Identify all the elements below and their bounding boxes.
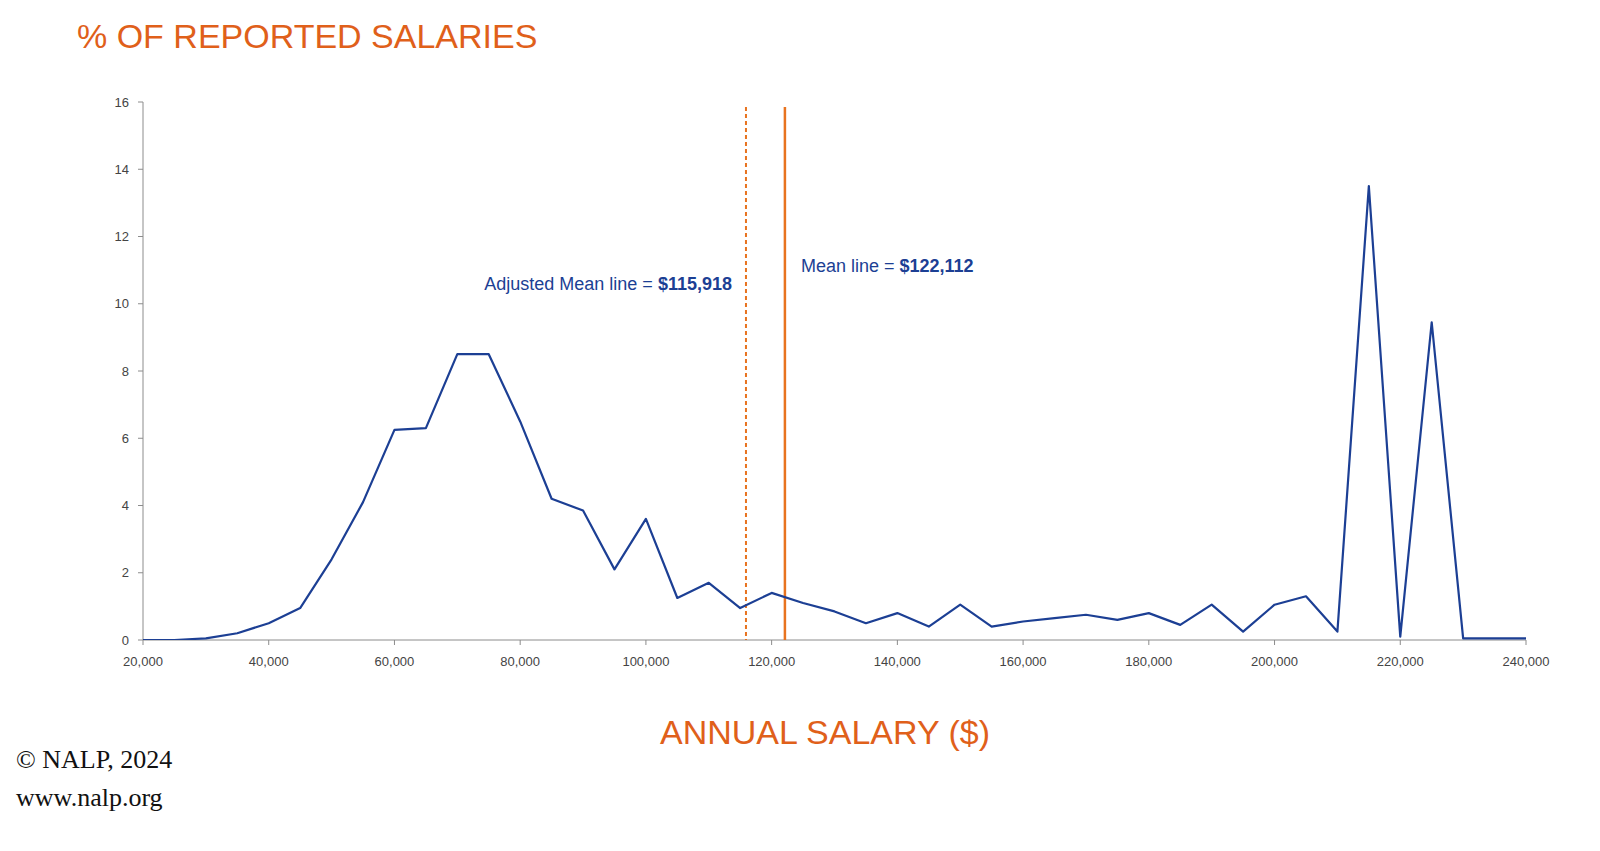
x-tick <box>645 640 646 645</box>
y-tick <box>138 236 143 237</box>
reference-line-value: $122,112 <box>899 256 973 276</box>
footer-text: © NALP, 2024 <box>16 745 172 774</box>
y-tick-label: 8 <box>122 364 129 379</box>
reference-line <box>745 107 747 640</box>
y-tick <box>138 102 143 103</box>
x-tick-label: 20,000 <box>123 654 163 669</box>
x-tick-label: 120,000 <box>748 654 795 669</box>
x-tick-label: 60,000 <box>375 654 415 669</box>
chart: % OF REPORTED SALARIES 0 2 4 6 8 10 12 14 16 20,00… <box>0 0 1600 851</box>
x-tick <box>520 640 521 645</box>
reference-line <box>784 107 787 640</box>
y-tick <box>138 572 143 573</box>
series-group <box>143 186 1526 640</box>
y-tick-label: 2 <box>122 565 129 580</box>
x-tick-label: 100,000 <box>622 654 669 669</box>
x-tick-label: 240,000 <box>1503 654 1550 669</box>
y-tick <box>138 371 143 372</box>
y-tick-label: 14 <box>115 162 129 177</box>
x-tick <box>394 640 395 645</box>
x-tick <box>1023 640 1024 645</box>
reference-line-text: Adjusted Mean line = <box>484 274 658 294</box>
x-tick <box>1274 640 1275 645</box>
x-axis-label: ANNUAL SALARY ($) <box>660 713 990 751</box>
reference-line-text: Mean line = <box>801 256 900 276</box>
x-tick-label: 80,000 <box>500 654 540 669</box>
y-tick-label: 6 <box>122 431 129 446</box>
x-axis <box>143 640 1526 641</box>
x-tick <box>897 640 898 645</box>
y-tick-label: 12 <box>115 229 129 244</box>
x-tick-label: 40,000 <box>249 654 289 669</box>
y-tick <box>138 303 143 304</box>
x-tick <box>1148 640 1149 645</box>
x-tick <box>1526 640 1527 645</box>
title: % OF REPORTED SALARIES <box>77 17 537 55</box>
x-tick <box>1400 640 1401 645</box>
y-tick <box>138 169 143 170</box>
y-tick <box>138 640 143 641</box>
y-tick-label: 16 <box>115 95 129 110</box>
y-tick-label: 4 <box>122 498 129 513</box>
data-line <box>143 186 1526 640</box>
reference-line-label: Adjusted Mean line = $115,918 <box>484 274 732 294</box>
y-tick-label: 0 <box>122 633 129 648</box>
reference-lines <box>746 107 785 640</box>
reference-line-value: $115,918 <box>658 274 732 294</box>
y-tick <box>138 438 143 439</box>
x-tick <box>143 640 144 645</box>
x-tick-label: 200,000 <box>1251 654 1298 669</box>
reference-line-label: Mean line = $122,112 <box>801 256 974 276</box>
x-tick-label: 180,000 <box>1125 654 1172 669</box>
x-tick <box>771 640 772 645</box>
x-tick-label: 160,000 <box>1000 654 1047 669</box>
y-tick <box>138 505 143 506</box>
x-tick-label: 140,000 <box>874 654 921 669</box>
footer-text: www.nalp.org <box>16 783 163 812</box>
x-tick-label: 220,000 <box>1377 654 1424 669</box>
x-tick <box>268 640 269 645</box>
y-tick-label: 10 <box>115 296 129 311</box>
